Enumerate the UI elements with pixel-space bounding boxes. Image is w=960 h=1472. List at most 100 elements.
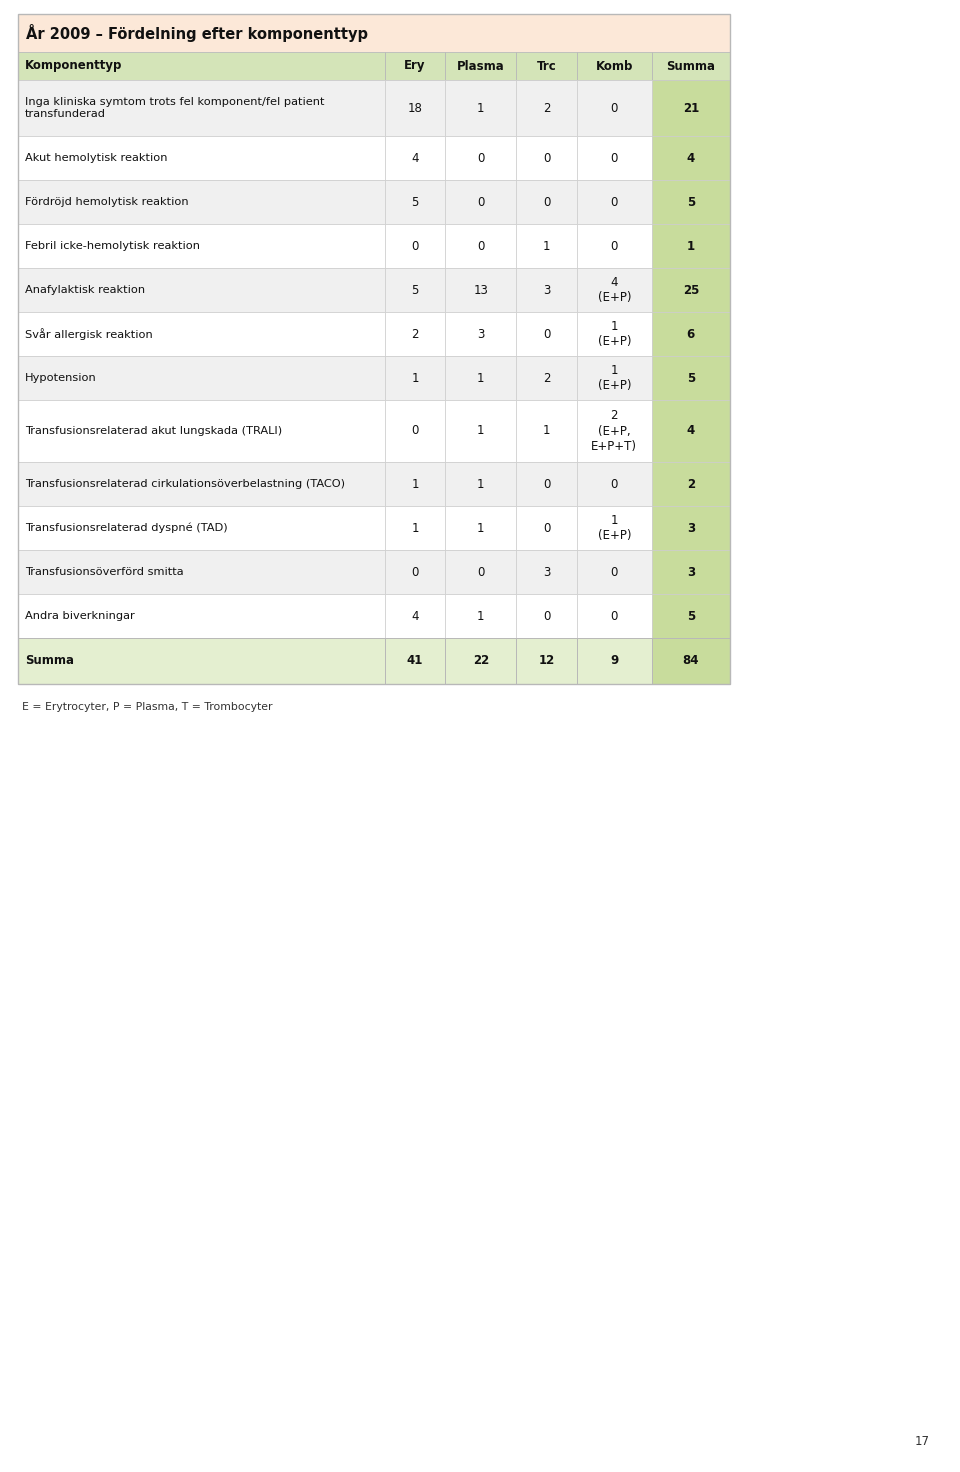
Text: E = Erytrocyter, P = Plasma, T = Trombocyter: E = Erytrocyter, P = Plasma, T = Tromboc… <box>22 702 273 712</box>
Text: 2: 2 <box>411 327 419 340</box>
Bar <box>445 224 516 268</box>
Text: 22: 22 <box>472 655 489 667</box>
Bar <box>18 506 385 551</box>
Text: Trc: Trc <box>537 59 557 72</box>
Text: 1
(E+P): 1 (E+P) <box>597 364 631 392</box>
Bar <box>385 595 445 637</box>
Bar <box>577 551 652 595</box>
Text: Summa: Summa <box>666 59 715 72</box>
Bar <box>385 268 445 312</box>
Text: Transfusionsrelaterad cirkulationsöverbelastning (TACO): Transfusionsrelaterad cirkulationsöverbe… <box>25 478 345 489</box>
Bar <box>445 356 516 400</box>
Text: Ery: Ery <box>404 59 425 72</box>
Text: 0: 0 <box>611 609 618 623</box>
Text: 1: 1 <box>477 609 485 623</box>
Bar <box>18 15 730 52</box>
Bar <box>516 268 577 312</box>
Text: Svår allergisk reaktion: Svår allergisk reaktion <box>25 328 153 340</box>
Text: 1: 1 <box>543 240 550 253</box>
Bar <box>385 506 445 551</box>
Text: 41: 41 <box>407 655 423 667</box>
Bar <box>445 135 516 180</box>
Text: 3: 3 <box>543 565 550 578</box>
Bar <box>516 551 577 595</box>
Text: 2
(E+P,
E+P+T): 2 (E+P, E+P+T) <box>591 409 637 453</box>
Bar <box>18 356 385 400</box>
Text: 1: 1 <box>411 521 419 534</box>
Bar <box>577 180 652 224</box>
Text: 6: 6 <box>686 327 695 340</box>
Bar <box>18 312 385 356</box>
Bar <box>577 506 652 551</box>
Bar <box>516 79 577 135</box>
Text: 3: 3 <box>686 521 695 534</box>
Text: 4: 4 <box>411 609 419 623</box>
Text: Komponenttyp: Komponenttyp <box>25 59 122 72</box>
Text: 18: 18 <box>407 102 422 115</box>
Bar <box>385 356 445 400</box>
Bar <box>18 400 385 462</box>
Bar <box>516 595 577 637</box>
Bar <box>385 180 445 224</box>
Text: 0: 0 <box>543 152 550 165</box>
Text: 0: 0 <box>611 152 618 165</box>
Text: 4: 4 <box>686 152 695 165</box>
Bar <box>385 312 445 356</box>
Bar <box>652 400 730 462</box>
Bar <box>652 268 730 312</box>
Bar <box>18 462 385 506</box>
Bar <box>385 551 445 595</box>
Bar <box>18 551 385 595</box>
Text: Andra biverkningar: Andra biverkningar <box>25 611 134 621</box>
Bar <box>652 312 730 356</box>
Bar <box>652 224 730 268</box>
Text: Inga kliniska symtom trots fel komponent/fel patient
transfunderad: Inga kliniska symtom trots fel komponent… <box>25 97 324 119</box>
Text: 4: 4 <box>686 424 695 437</box>
Text: 0: 0 <box>543 521 550 534</box>
Bar <box>652 180 730 224</box>
Bar <box>516 312 577 356</box>
Bar <box>577 268 652 312</box>
Bar <box>385 79 445 135</box>
Bar <box>445 52 516 79</box>
Text: Transfusionsrelaterad akut lungskada (TRALI): Transfusionsrelaterad akut lungskada (TR… <box>25 425 282 436</box>
Bar <box>516 135 577 180</box>
Text: 21: 21 <box>683 102 699 115</box>
Text: 1: 1 <box>477 102 485 115</box>
Bar <box>18 180 385 224</box>
Text: 0: 0 <box>411 565 419 578</box>
Text: 5: 5 <box>411 196 419 209</box>
Bar <box>577 462 652 506</box>
Bar <box>385 224 445 268</box>
Text: Febril icke-hemolytisk reaktion: Febril icke-hemolytisk reaktion <box>25 241 200 252</box>
Text: 0: 0 <box>611 102 618 115</box>
Bar <box>18 637 385 684</box>
Text: 0: 0 <box>611 240 618 253</box>
Bar <box>445 551 516 595</box>
Bar <box>577 135 652 180</box>
Bar <box>516 224 577 268</box>
Bar <box>445 506 516 551</box>
Bar <box>445 462 516 506</box>
Text: 9: 9 <box>611 655 618 667</box>
Text: År 2009 – Fördelning efter komponenttyp: År 2009 – Fördelning efter komponenttyp <box>26 24 368 43</box>
Bar <box>18 52 385 79</box>
Bar <box>577 224 652 268</box>
Bar <box>652 356 730 400</box>
Text: 2: 2 <box>543 371 550 384</box>
Bar <box>652 52 730 79</box>
Text: 1: 1 <box>477 371 485 384</box>
Bar <box>18 135 385 180</box>
Text: 17: 17 <box>915 1435 930 1448</box>
Bar <box>516 637 577 684</box>
Text: 3: 3 <box>477 327 485 340</box>
Text: 0: 0 <box>477 565 485 578</box>
Bar <box>652 551 730 595</box>
Bar <box>445 312 516 356</box>
Text: 1
(E+P): 1 (E+P) <box>597 514 631 542</box>
Bar <box>577 595 652 637</box>
Text: Anafylaktisk reaktion: Anafylaktisk reaktion <box>25 286 145 294</box>
Bar <box>445 400 516 462</box>
Text: 1: 1 <box>411 371 419 384</box>
Text: 1: 1 <box>543 424 550 437</box>
